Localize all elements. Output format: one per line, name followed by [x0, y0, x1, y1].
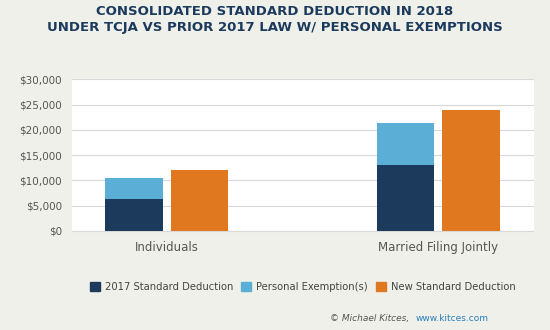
Bar: [170, 170, 228, 231]
Bar: [377, 165, 434, 231]
Bar: [442, 110, 499, 231]
Bar: [377, 123, 434, 165]
Text: www.kitces.com: www.kitces.com: [415, 314, 488, 323]
Text: CONSOLIDATED STANDARD DEDUCTION IN 2018
UNDER TCJA VS PRIOR 2017 LAW W/ PERSONAL: CONSOLIDATED STANDARD DEDUCTION IN 2018 …: [47, 5, 503, 34]
Text: © Michael Kitces,: © Michael Kitces,: [330, 314, 409, 323]
Bar: [106, 199, 163, 231]
Bar: [106, 178, 163, 199]
Legend: 2017 Standard Deduction, Personal Exemption(s), New Standard Deduction: 2017 Standard Deduction, Personal Exempt…: [86, 278, 519, 296]
